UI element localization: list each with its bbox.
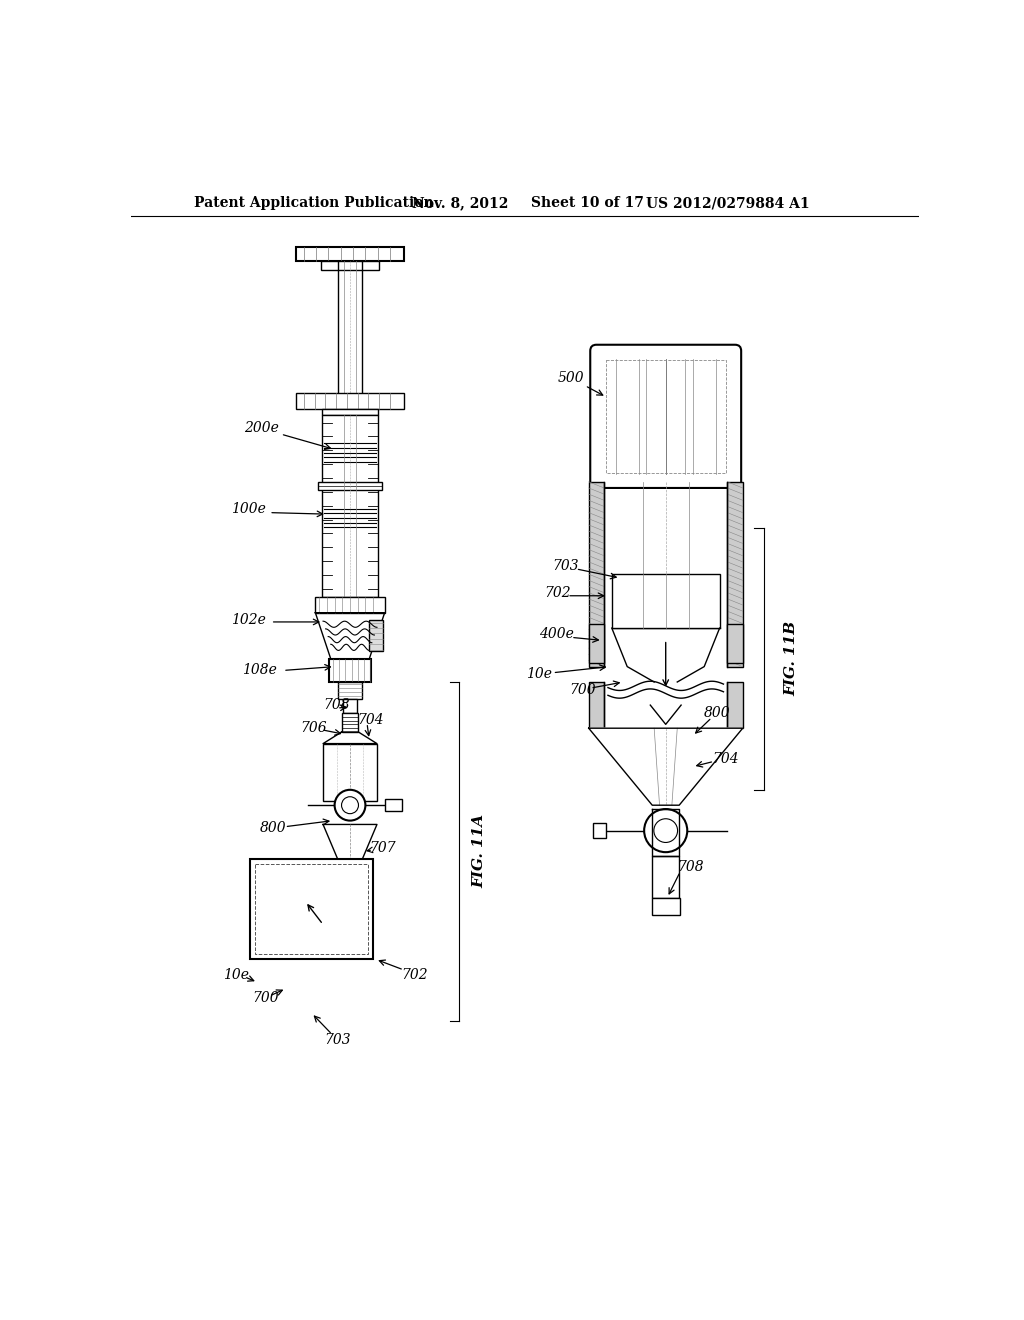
Text: 704: 704 (357, 714, 384, 727)
Bar (385, 799, 401, 812)
Text: 700: 700 (569, 682, 596, 697)
Text: 700: 700 (252, 991, 279, 1005)
Text: 707: 707 (370, 841, 396, 854)
Text: 500: 500 (558, 371, 585, 385)
Bar (652, 855, 679, 899)
Bar (323, 414, 378, 597)
Text: 702: 702 (544, 586, 570, 601)
Text: 800: 800 (705, 706, 731, 719)
Text: 703: 703 (553, 560, 580, 573)
Text: Patent Application Publication: Patent Application Publication (194, 197, 433, 210)
Bar (593, 822, 606, 838)
Text: Nov. 8, 2012: Nov. 8, 2012 (412, 197, 508, 210)
Text: 200e: 200e (245, 421, 280, 434)
Bar (323, 743, 377, 801)
Bar (321, 261, 379, 271)
Bar (296, 247, 403, 261)
Text: US 2012/0279884 A1: US 2012/0279884 A1 (646, 197, 810, 210)
Text: FIG. 11A: FIG. 11A (472, 814, 486, 888)
Bar (589, 624, 604, 663)
Polygon shape (315, 612, 385, 659)
Text: Sheet 10 of 17: Sheet 10 of 17 (531, 197, 644, 210)
Text: 708: 708 (677, 859, 703, 874)
Bar (370, 620, 383, 651)
Text: 704: 704 (712, 752, 738, 766)
Bar (315, 597, 385, 612)
Text: 702: 702 (401, 968, 428, 982)
Circle shape (654, 818, 678, 842)
Bar (727, 682, 742, 729)
Bar (652, 899, 680, 915)
Bar (317, 482, 382, 490)
Polygon shape (650, 705, 681, 725)
FancyBboxPatch shape (590, 345, 741, 488)
Circle shape (335, 789, 366, 821)
Bar (338, 682, 362, 700)
Bar (342, 713, 358, 733)
Bar (329, 659, 371, 682)
Polygon shape (323, 825, 377, 859)
Polygon shape (589, 482, 604, 667)
Text: FIG. 11B: FIG. 11B (784, 622, 799, 697)
Text: 10e: 10e (223, 968, 249, 982)
Bar (343, 700, 357, 713)
Polygon shape (652, 809, 679, 855)
Text: 703: 703 (325, 1034, 351, 1047)
Text: 800: 800 (260, 821, 287, 836)
Bar (323, 409, 378, 414)
Text: 706: 706 (300, 721, 327, 735)
Polygon shape (323, 733, 377, 743)
Text: 10e: 10e (526, 668, 552, 681)
Polygon shape (727, 482, 742, 667)
Text: 708: 708 (323, 698, 349, 711)
Bar (727, 624, 742, 663)
Text: 108e: 108e (243, 664, 278, 677)
Bar (250, 859, 373, 960)
Bar (255, 865, 368, 954)
Circle shape (644, 809, 687, 853)
Bar (611, 574, 720, 628)
Bar (605, 360, 726, 473)
Text: 400e: 400e (539, 627, 573, 642)
Polygon shape (589, 729, 742, 805)
Text: 100e: 100e (230, 502, 265, 516)
Bar (589, 682, 604, 729)
Text: 102e: 102e (230, 614, 265, 627)
Circle shape (342, 797, 358, 813)
Bar (296, 393, 403, 409)
